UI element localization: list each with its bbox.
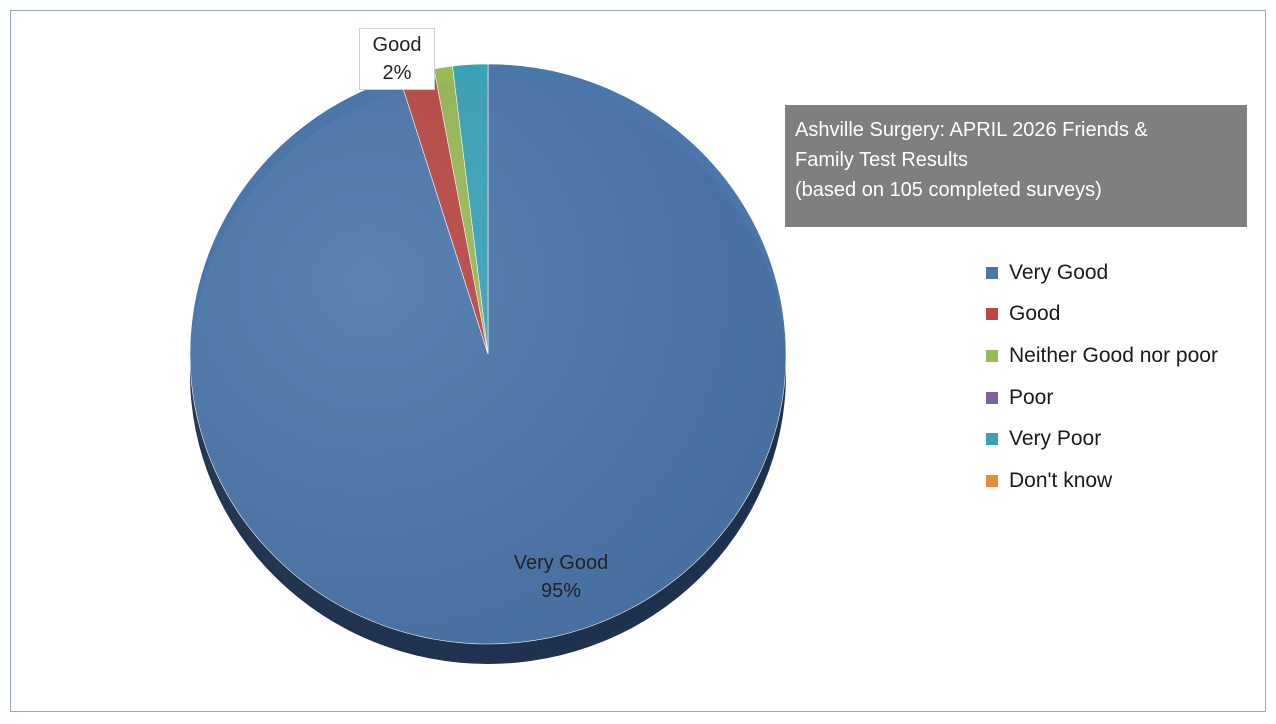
- legend-label: Neither Good nor poor: [1009, 343, 1218, 367]
- legend-item-very-good: Very Good: [986, 252, 1218, 294]
- legend-swatch: [986, 391, 998, 404]
- chart-title-line-1: Ashville Surgery: APRIL 2026 Friends &: [795, 119, 1148, 141]
- pie-slices: [189, 63, 787, 645]
- legend-swatch: [986, 266, 998, 279]
- data-label-good-name: Good: [372, 34, 422, 56]
- chart-title-line-3: (based on 105 completed surveys): [795, 179, 1102, 201]
- legend-swatch: [986, 474, 998, 487]
- chart-title: Ashville Surgery: APRIL 2026 Friends & F…: [785, 105, 1247, 227]
- legend-item-neither-good-nor-poor: Neither Good nor poor: [986, 335, 1218, 377]
- legend-label: Don't know: [1009, 468, 1113, 492]
- legend-label: Good: [1009, 302, 1061, 326]
- legend-swatch: [986, 349, 998, 362]
- legend-label: Very Good: [1009, 260, 1109, 284]
- legend-item-very-poor: Very Poor: [986, 418, 1218, 460]
- legend-item-good: Good: [986, 294, 1218, 336]
- legend-swatch: [986, 308, 998, 321]
- legend-item-poor: Poor: [986, 377, 1218, 419]
- chart-title-line-2: Family Test Results: [795, 149, 969, 171]
- legend-label: Very Poor: [1009, 427, 1102, 451]
- legend-swatch: [986, 433, 998, 446]
- legend-label: Poor: [1009, 385, 1054, 409]
- data-label-good-value: 2%: [382, 62, 412, 84]
- data-label-good: Good 2%: [359, 28, 435, 90]
- data-label-very-good: Very Good 95%: [497, 549, 625, 605]
- chart-legend: Very Good Good Neither Good nor poor Poor Ve…: [986, 252, 1218, 502]
- legend-item-don-t-know: Don't know: [986, 460, 1218, 502]
- data-label-very-good-name: Very Good: [513, 552, 609, 574]
- data-label-very-good-value: 95%: [540, 580, 582, 602]
